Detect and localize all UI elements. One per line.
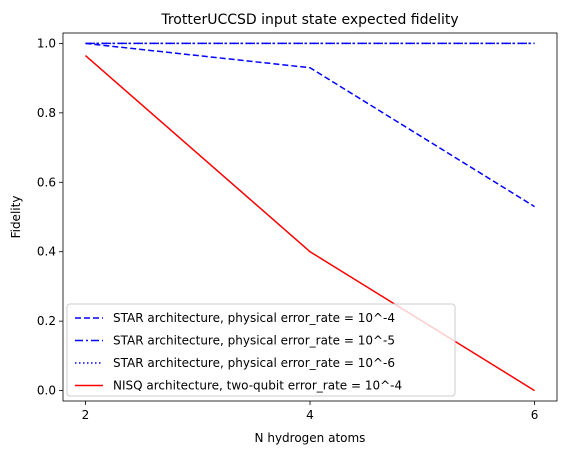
- y-tick-label: 0.8: [37, 106, 56, 120]
- legend-label-3: STAR architecture, physical error_rate =…: [113, 356, 395, 370]
- plot-area: [84, 42, 535, 392]
- legend-label-4: NISQ architecture, two-qubit error_rate …: [113, 379, 402, 393]
- y-tick-label: 0.0: [37, 384, 56, 398]
- axes: 2 4 6 0.0 0.2 0.4 0.6 0.8 1.0: [37, 32, 558, 422]
- chart-title: TrotterUCCSD input state expected fideli…: [160, 12, 458, 28]
- x-tick-label: 6: [531, 408, 539, 422]
- y-tick-label: 0.6: [37, 175, 56, 189]
- x-axis-label: N hydrogen atoms: [255, 431, 366, 445]
- y-tick-label: 0.2: [37, 314, 56, 328]
- series-line-4: [84, 55, 535, 392]
- x-tick-label: 2: [82, 408, 90, 422]
- legend-box: [66, 303, 456, 397]
- x-tick-label: 4: [306, 408, 314, 422]
- legend-label-1: STAR architecture, physical error_rate =…: [113, 311, 395, 325]
- y-tick-label: 1.0: [37, 36, 56, 50]
- y-tick-label: 0.4: [37, 245, 56, 259]
- y-axis-label: Fidelity: [9, 196, 23, 239]
- legend-label-2: STAR architecture, physical error_rate =…: [113, 334, 395, 348]
- series-line-1: [85, 42, 535, 208]
- legend: STAR architecture, physical error_rate =…: [66, 303, 456, 397]
